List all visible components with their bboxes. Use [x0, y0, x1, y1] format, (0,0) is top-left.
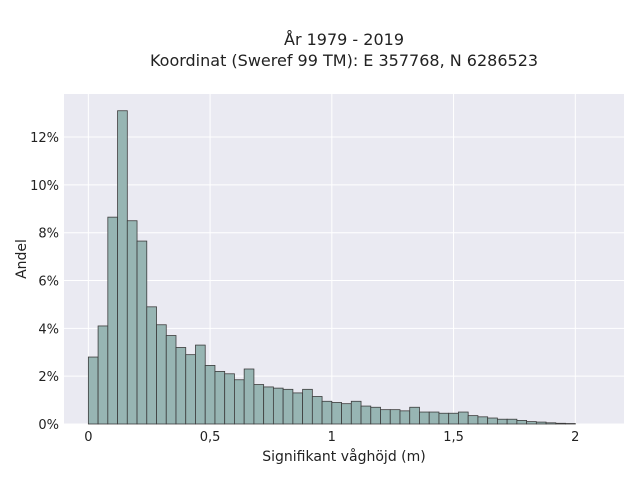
y-axis-label: Andel: [14, 239, 30, 279]
histogram-bar: [292, 392, 304, 425]
histogram-bars: [87, 110, 576, 425]
histogram-bar: [107, 216, 118, 425]
histogram-bar: [136, 240, 148, 425]
histogram-bar: [516, 420, 528, 425]
histogram-bar: [195, 344, 206, 425]
histogram-bar: [272, 387, 284, 425]
histogram-bar: [448, 412, 459, 425]
histogram-bar: [419, 411, 430, 425]
x-axis-label: Signifikant våghöjd (m): [262, 448, 425, 465]
y-tick-label: 8%: [38, 227, 59, 242]
histogram-bar: [97, 325, 109, 425]
y-tick-label: 6%: [38, 275, 59, 290]
chart-title-line-2: Koordinat (Sweref 99 TM): E 357768, N 62…: [150, 51, 538, 70]
histogram-bar: [126, 220, 138, 425]
histogram-bar: [224, 373, 235, 425]
histogram-bar: [545, 422, 557, 425]
histogram-bar: [467, 415, 479, 425]
x-tick-label: 0: [84, 430, 92, 445]
histogram-bar: [204, 365, 216, 425]
histogram-bar: [506, 418, 518, 425]
histogram-bar: [438, 412, 450, 425]
x-tick-label: 0,5: [200, 430, 221, 445]
histogram-bar: [282, 388, 294, 425]
chart-title-line-1: År 1979 - 2019: [284, 30, 404, 49]
histogram-bar: [321, 400, 333, 425]
histogram-bar: [331, 402, 342, 425]
histogram-bar: [117, 110, 128, 425]
x-tick-label: 1,5: [443, 430, 464, 445]
histogram-bar: [496, 418, 508, 425]
histogram-bar: [185, 354, 196, 425]
histogram-bar: [302, 388, 313, 425]
histogram-bar: [341, 403, 352, 425]
histogram-bar: [311, 396, 323, 425]
histogram-bar: [458, 411, 469, 425]
y-tick-label: 4%: [38, 322, 59, 337]
histogram-bar: [350, 400, 362, 425]
histogram-bar: [87, 356, 99, 425]
histogram-bar: [487, 417, 498, 425]
histogram-bar: [428, 411, 440, 425]
histogram-bar: [234, 379, 245, 425]
histogram-bar: [243, 368, 255, 425]
histogram-bar: [555, 422, 566, 425]
histogram-bar: [409, 406, 420, 425]
histogram-bar: [380, 409, 391, 425]
histogram-bar: [175, 347, 187, 425]
histogram-bar: [389, 409, 401, 425]
histogram-bar: [370, 406, 381, 425]
histogram-bar: [360, 405, 372, 425]
histogram-bar: [214, 370, 226, 425]
histogram-bar: [263, 386, 274, 425]
x-tick-label: 2: [571, 430, 579, 445]
y-tick-label: 12%: [30, 131, 59, 146]
histogram-bar: [399, 410, 411, 425]
histogram-bar: [165, 335, 177, 425]
histogram-bar: [526, 421, 537, 425]
histogram-bar: [535, 421, 547, 425]
y-tick-label: 10%: [30, 179, 59, 194]
y-axis-ticks: 0% 2% 4% 6% 8% 10% 12%: [30, 131, 59, 433]
x-axis-ticks: 0 0,5 1 1,5 2: [84, 430, 579, 445]
histogram-bar: [253, 384, 265, 425]
y-tick-label: 0%: [38, 418, 59, 433]
histogram-bar: [146, 306, 157, 425]
histogram-bar: [477, 416, 489, 425]
y-tick-label: 2%: [38, 370, 59, 385]
x-tick-label: 1: [328, 430, 336, 445]
histogram-bar: [156, 324, 167, 425]
